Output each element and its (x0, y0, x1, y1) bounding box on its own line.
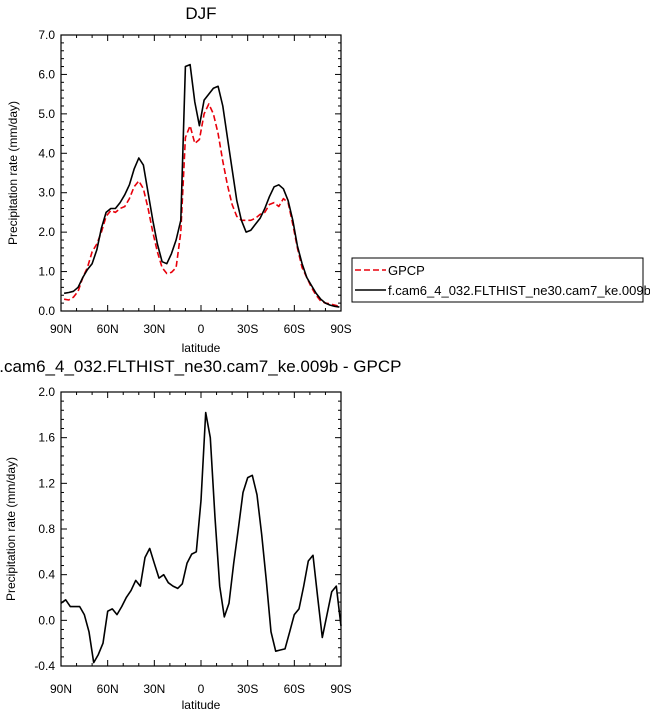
top-chart-series-line-1 (63, 63, 340, 308)
top-chart-y-tick-label: 5.0 (38, 107, 55, 121)
bottom-chart-y-tick-label: -0.4 (34, 659, 55, 673)
legend: GPCP f.cam6_4_032.FLTHIST_ne30.cam7_ke.0… (351, 257, 650, 303)
bottom-chart-x-tick-label: 90S (330, 682, 351, 696)
bottom-chart-panel: f.cam6_4_032.FLTHIST_ne30.cam7_ke.009b -… (0, 357, 401, 712)
legend-label-model: f.cam6_4_032.FLTHIST_ne30.cam7_ke.009b (388, 283, 650, 298)
bottom-chart-series-line-0 (60, 411, 342, 664)
top-chart-x-tick-label: 60S (284, 322, 305, 336)
top-chart-plot-frame (60, 34, 342, 312)
top-chart-y-tick-label: 4.0 (38, 146, 55, 160)
bottom-chart-y-tick-label: 0.4 (38, 568, 55, 582)
top-chart-y-tick-label: 0.0 (38, 304, 55, 318)
top-chart-title: DJF (185, 4, 216, 23)
bottom-chart-y-tick-label: 2.0 (38, 385, 55, 399)
bottom-chart-y-axis-label: Precipitation rate (mm/day) (4, 457, 18, 601)
legend-box (351, 257, 644, 303)
bottom-chart-y-tick-label: 1.2 (38, 476, 55, 490)
bottom-chart-y-tick-label: 0.8 (38, 522, 55, 536)
top-chart-y-axis-label: Precipitation rate (mm/day) (6, 101, 20, 245)
top-chart-x-axis-label: latitude (182, 341, 221, 355)
top-chart-x-tick-label: 30N (143, 322, 165, 336)
legend-label-gpcp: GPCP (388, 263, 425, 278)
top-chart-y-tick-label: 2.0 (38, 225, 55, 239)
bottom-chart-title: f.cam6_4_032.FLTHIST_ne30.cam7_ke.009b -… (0, 357, 401, 376)
top-chart-x-tick-label: 30S (237, 322, 258, 336)
bottom-chart-x-tick-label: 0 (198, 682, 205, 696)
bottom-chart-x-tick-label: 60N (97, 682, 119, 696)
top-chart-y-tick-label: 3.0 (38, 186, 55, 200)
bottom-chart-x-tick-label: 30N (143, 682, 165, 696)
top-chart-x-tick-label: 0 (198, 322, 205, 336)
bottom-chart-ticks: 90N 60N 30N 0 30S 60S 90S -0.4 0.0 0.4 0.8 1.2 1.6 2.… (34, 385, 351, 696)
top-chart-y-tick-label: 1.0 (38, 265, 55, 279)
top-chart-x-tick-label: 90S (330, 322, 351, 336)
bottom-chart-y-tick-label: 1.6 (38, 431, 55, 445)
top-chart-x-tick-label: 60N (97, 322, 119, 336)
bottom-chart-x-tick-label: 90N (50, 682, 72, 696)
top-chart-series-line-0 (63, 103, 340, 308)
bottom-chart-x-tick-label: 60S (284, 682, 305, 696)
top-chart-x-tick-label: 90N (50, 322, 72, 336)
top-chart-panel: DJF latitude Precipitation rate (mm/day)… (6, 4, 352, 355)
bottom-chart-x-tick-label: 30S (237, 682, 258, 696)
bottom-chart-plot-frame (60, 391, 342, 667)
top-chart-y-tick-label: 6.0 (38, 67, 55, 81)
bottom-chart-x-axis-label: latitude (182, 698, 221, 712)
top-chart-series (63, 63, 340, 308)
top-chart-ticks: 90N 60N 30N 0 30S 60S 90S 0.0 1.0 2.0 3.0 4.0 5.0 6.0… (38, 28, 351, 336)
top-chart-y-tick-label: 7.0 (38, 28, 55, 42)
bottom-chart-series (60, 411, 342, 664)
bottom-chart-y-tick-label: 0.0 (38, 613, 55, 627)
